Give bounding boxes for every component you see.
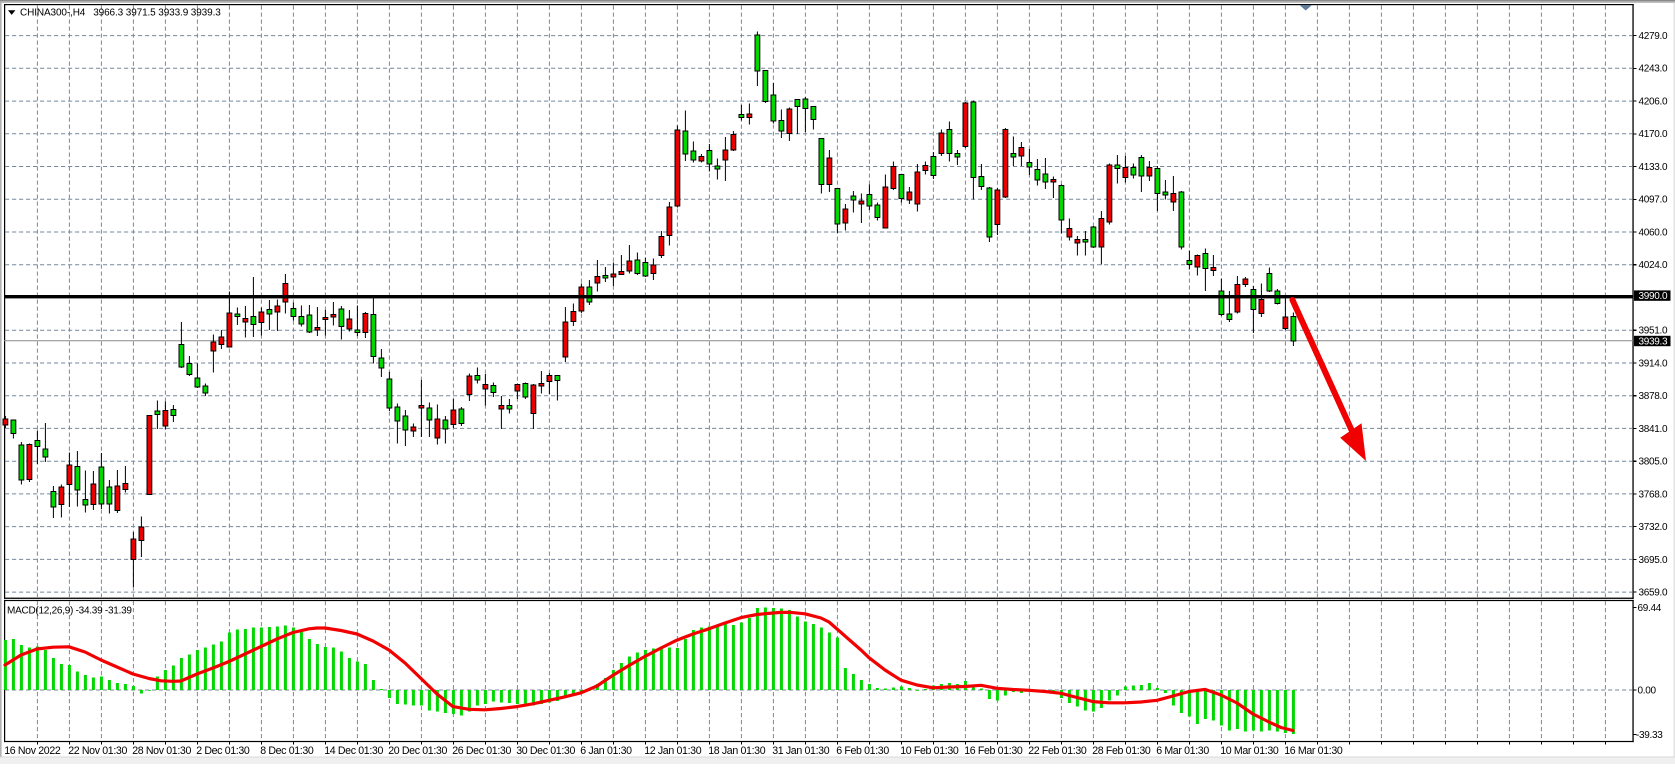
svg-text:10 Feb 01:30: 10 Feb 01:30 [900,745,959,757]
svg-text:31 Jan 01:30: 31 Jan 01:30 [772,745,830,757]
svg-text:28 Nov 01:30: 28 Nov 01:30 [132,745,191,757]
svg-text:16 Nov 2022: 16 Nov 2022 [4,745,61,757]
svg-text:4206.0: 4206.0 [1639,97,1669,108]
svg-text:18 Jan 01:30: 18 Jan 01:30 [708,745,766,757]
svg-text:3695.0: 3695.0 [1639,555,1669,566]
svg-text:69.44: 69.44 [1638,603,1662,614]
svg-text:6 Jan 01:30: 6 Jan 01:30 [580,745,632,757]
svg-text:4170.0: 4170.0 [1639,129,1669,140]
svg-text:4133.0: 4133.0 [1639,162,1669,173]
svg-text:4243.0: 4243.0 [1639,64,1669,75]
svg-text:MACD(12,26,9) -34.39 -31.39: MACD(12,26,9) -34.39 -31.39 [7,606,132,617]
svg-text:3914.0: 3914.0 [1639,358,1669,369]
svg-text:-39.33: -39.33 [1636,730,1663,741]
svg-text:26 Dec 01:30: 26 Dec 01:30 [452,745,511,757]
svg-text:3768.0: 3768.0 [1639,489,1669,500]
svg-text:4060.0: 4060.0 [1639,227,1669,238]
svg-text:12 Jan 01:30: 12 Jan 01:30 [644,745,702,757]
svg-text:8 Dec 01:30: 8 Dec 01:30 [260,745,314,757]
svg-text:16 Feb 01:30: 16 Feb 01:30 [964,745,1023,757]
svg-text:22 Feb 01:30: 22 Feb 01:30 [1028,745,1087,757]
svg-text:28 Feb 01:30: 28 Feb 01:30 [1092,745,1151,757]
svg-text:3878.0: 3878.0 [1639,391,1669,402]
svg-text:CHINA300-,H4 3966.3 3971.5 3: CHINA300-,H4 3966.3 3971.5 3933.9 3939.3 [20,8,221,19]
svg-text:0.00: 0.00 [1638,685,1657,696]
svg-text:16 Mar 01:30: 16 Mar 01:30 [1284,745,1343,757]
svg-text:3805.0: 3805.0 [1639,457,1669,468]
svg-text:14 Dec 01:30: 14 Dec 01:30 [324,745,383,757]
svg-text:4097.0: 4097.0 [1639,195,1669,206]
svg-text:30 Dec 01:30: 30 Dec 01:30 [516,745,575,757]
svg-text:4279.0: 4279.0 [1639,31,1669,42]
svg-text:10 Mar 01:30: 10 Mar 01:30 [1220,745,1279,757]
svg-text:3841.0: 3841.0 [1639,424,1669,435]
svg-text:2 Dec 01:30: 2 Dec 01:30 [196,745,250,757]
svg-text:3659.0: 3659.0 [1639,588,1669,599]
svg-text:22 Nov 01:30: 22 Nov 01:30 [68,745,127,757]
svg-text:3951.0: 3951.0 [1639,326,1669,337]
svg-text:20 Dec 01:30: 20 Dec 01:30 [388,745,447,757]
svg-text:3939.3: 3939.3 [1639,336,1669,347]
svg-text:6 Feb 01:30: 6 Feb 01:30 [836,745,889,757]
svg-text:3990.0: 3990.0 [1639,291,1669,302]
svg-text:3732.0: 3732.0 [1639,522,1669,533]
svg-text:6 Mar 01:30: 6 Mar 01:30 [1156,745,1209,757]
svg-text:4024.0: 4024.0 [1639,260,1669,271]
